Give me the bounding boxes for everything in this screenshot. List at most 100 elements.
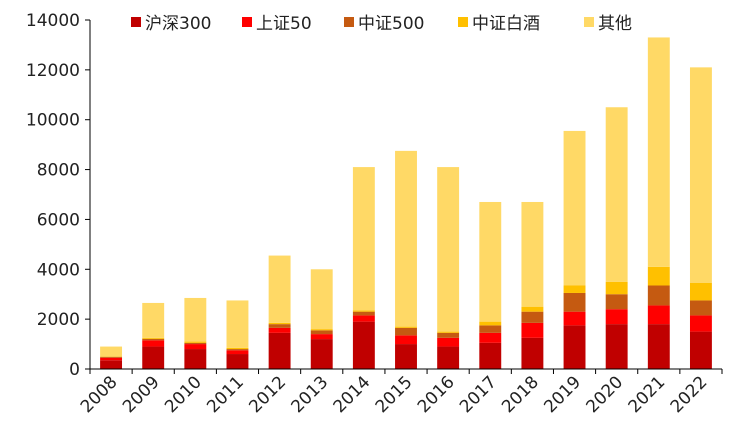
x-tick-label-2015: 2015 [372, 372, 417, 417]
x-tick-label-2013: 2013 [288, 372, 333, 417]
bar-2016-series-3 [437, 331, 460, 333]
bar-2016-series-1 [437, 337, 460, 347]
x-tick-label-2009: 2009 [119, 372, 164, 417]
bar-2015-series-1 [395, 335, 417, 345]
x-tick-label-2016: 2016 [414, 372, 459, 417]
bar-2022-series-1 [689, 315, 712, 332]
legend-label-1: 上证50 [256, 14, 312, 34]
x-tick-label-2010: 2010 [161, 372, 206, 417]
bar-2012-series-3 [268, 322, 291, 325]
x-tick-label-2012: 2012 [245, 372, 290, 417]
x-tick-label-2019: 2019 [540, 372, 585, 417]
bar-2016-series-0 [437, 346, 460, 369]
bar-2020-series-1 [605, 309, 628, 325]
bar-2021-series-1 [647, 305, 670, 325]
y-tick-label-0: 0 [69, 360, 80, 380]
x-tick-label-2021: 2021 [625, 372, 670, 417]
bar-2021-series-4 [647, 37, 670, 267]
bar-2017-series-4 [479, 201, 502, 322]
legend-label-0: 沪深300 [145, 14, 211, 34]
bar-2008-series-4 [100, 346, 123, 357]
bar-2014-series-4 [352, 167, 375, 311]
x-tick-label-2011: 2011 [203, 372, 248, 417]
y-tick-label-4000: 4000 [37, 260, 80, 280]
bar-2017-series-0 [479, 342, 502, 369]
bar-2022-series-2 [689, 300, 712, 316]
x-tick-label-2022: 2022 [667, 372, 712, 417]
bar-2010-series-4 [184, 297, 207, 342]
bar-2010-series-1 [184, 344, 207, 350]
y-tick-label-8000: 8000 [37, 161, 80, 181]
legend-swatch-3 [458, 17, 468, 27]
bar-2020-series-3 [605, 281, 628, 295]
bar-2011-series-2 [226, 349, 249, 351]
bar-2018-series-4 [521, 201, 544, 307]
bar-2008-series-0 [100, 360, 123, 369]
x-tick-label-2017: 2017 [456, 372, 501, 417]
bar-2021-series-3 [647, 266, 670, 286]
legend-swatch-2 [344, 17, 354, 27]
bar-2022-series-4 [689, 67, 712, 283]
bars [100, 37, 712, 370]
x-tick-label-2014: 2014 [330, 372, 375, 417]
bar-2018-series-1 [521, 322, 544, 338]
bar-2019-series-2 [563, 292, 586, 312]
legend-label-3: 中证白酒 [472, 14, 540, 34]
bar-2014-series-2 [352, 311, 375, 316]
bar-2019-series-4 [563, 130, 586, 286]
x-tick-label-2020: 2020 [582, 372, 627, 417]
y-tick-label-14000: 14000 [26, 11, 80, 31]
bar-2017-series-3 [479, 321, 502, 326]
bar-2013-series-2 [310, 330, 333, 335]
bar-2008-series-1 [100, 357, 123, 361]
bar-2009-series-3 [142, 337, 165, 339]
bar-2013-series-1 [310, 334, 333, 340]
y-tick-label-12000: 12000 [26, 61, 80, 81]
bar-2011-series-3 [226, 347, 249, 350]
bar-2019-series-1 [563, 311, 586, 326]
bar-2012-series-4 [268, 255, 291, 323]
bar-2013-series-3 [310, 329, 333, 331]
bar-2021-series-0 [647, 324, 670, 369]
bar-2009-series-4 [142, 302, 165, 338]
bar-2010-series-2 [184, 342, 207, 345]
bar-2020-series-4 [605, 107, 628, 282]
bar-2009-series-2 [142, 338, 165, 341]
bar-2015-series-0 [395, 344, 417, 369]
bar-2015-series-3 [395, 326, 417, 328]
bar-2008-series-2 [100, 356, 123, 358]
bar-2021-series-2 [647, 285, 670, 306]
bar-2014-series-3 [352, 310, 375, 312]
bar-2010-series-0 [184, 349, 207, 369]
bar-2016-series-4 [437, 167, 460, 332]
bar-2020-series-0 [605, 324, 628, 369]
legend-swatch-1 [242, 17, 252, 27]
bar-2017-series-2 [479, 325, 502, 333]
bar-2009-series-1 [142, 340, 165, 347]
bar-2012-series-2 [268, 324, 291, 328]
bar-2011-series-1 [226, 350, 249, 355]
bar-2017-series-1 [479, 332, 502, 343]
bar-2014-series-0 [352, 321, 375, 369]
y-tick-label-6000: 6000 [37, 210, 80, 230]
bar-2012-series-0 [268, 332, 291, 369]
bar-2015-series-2 [395, 327, 417, 336]
bar-2011-series-0 [226, 354, 249, 369]
legend-label-2: 中证500 [358, 14, 424, 34]
bar-2019-series-0 [563, 325, 586, 370]
bar-2014-series-1 [352, 315, 375, 322]
bar-2018-series-2 [521, 311, 544, 323]
bar-2018-series-0 [521, 337, 544, 369]
bar-2010-series-3 [184, 341, 207, 343]
bar-2012-series-1 [268, 327, 291, 333]
x-tick-label-2018: 2018 [498, 372, 543, 417]
legend-label-4: 其他 [598, 14, 632, 34]
bar-2013-series-0 [310, 339, 333, 369]
y-tick-label-10000: 10000 [26, 111, 80, 131]
bar-2009-series-0 [142, 346, 165, 369]
bar-2020-series-2 [605, 294, 628, 310]
bar-2015-series-4 [395, 150, 417, 327]
legend-swatch-4 [584, 17, 594, 27]
bar-2013-series-4 [310, 269, 333, 330]
